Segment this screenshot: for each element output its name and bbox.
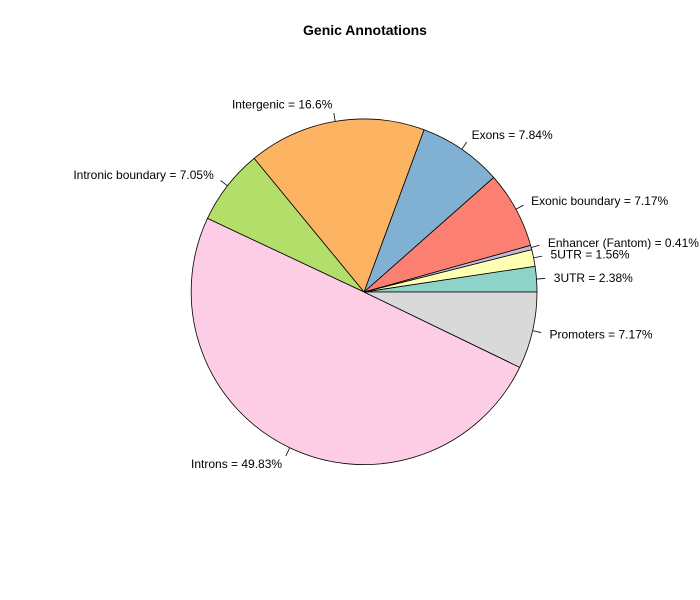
- slice-label-5utr: 5UTR = 1.56%: [551, 247, 630, 261]
- label-tick-enhancer-fantom: [531, 244, 540, 248]
- slice-label-exonic-boundary: Exonic boundary = 7.17%: [531, 194, 668, 208]
- slice-label-intronic-boundary: Intronic boundary = 7.05%: [73, 168, 214, 182]
- label-tick-3utr: [536, 278, 546, 280]
- label-tick-introns: [285, 447, 290, 457]
- pie-slice-promoters: [363, 291, 538, 368]
- slice-label-enhancer-fantom: Enhancer (Fantom) = 0.41%: [548, 236, 699, 250]
- label-tick-exons: [461, 141, 468, 150]
- slice-label-intergenic: Intergenic = 16.6%: [232, 97, 333, 111]
- pie-slices: [190, 118, 538, 466]
- slice-label-3utr: 3UTR = 2.38%: [554, 271, 633, 285]
- pie-slice-introns: [190, 217, 521, 466]
- label-tick-exonic-boundary: [515, 204, 524, 210]
- slice-label-introns: Introns = 49.83%: [191, 457, 282, 471]
- slice-label-promoters: Promoters = 7.17%: [549, 328, 652, 342]
- slice-labels: 3UTR = 2.38% 5UTR = 1.56%Enhancer (Fantom…: [73, 97, 699, 470]
- label-ticks: [220, 112, 546, 457]
- label-tick-intronic-boundary: [220, 180, 228, 187]
- slice-label-exons: Exons = 7.84%: [472, 128, 553, 142]
- chart-title: Genic Annotations: [303, 22, 427, 38]
- pie-slice-intergenic: [253, 118, 425, 293]
- label-tick-promoters: [532, 330, 542, 333]
- label-tick-5utr: [533, 255, 543, 259]
- label-tick-intergenic: [333, 112, 336, 122]
